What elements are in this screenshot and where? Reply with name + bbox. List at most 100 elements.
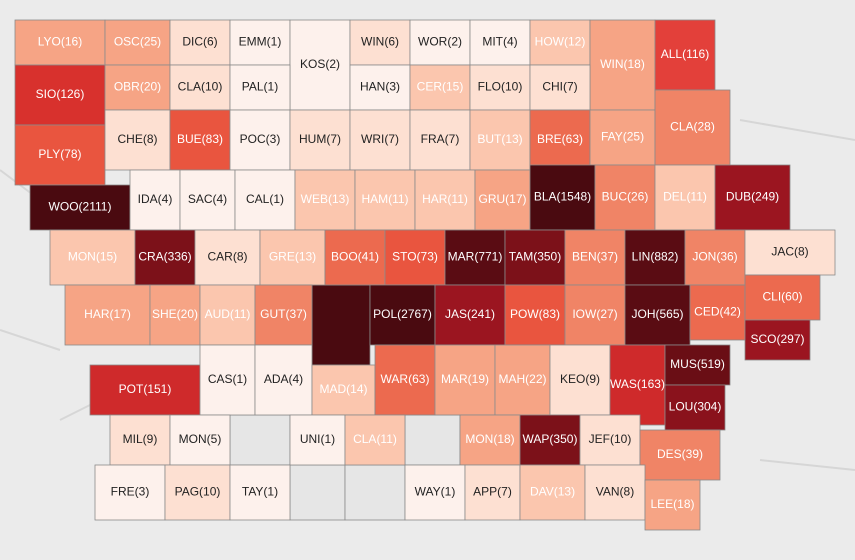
county-label: HAR(11) — [422, 192, 468, 206]
county — [469, 64, 531, 111]
county — [14, 124, 106, 186]
county-label: HOW(12) — [535, 35, 586, 49]
county — [199, 344, 256, 416]
county-label: OBR(20) — [114, 80, 161, 94]
county-label: BOO(41) — [331, 250, 379, 264]
county-label: CLA(10) — [178, 80, 223, 94]
county-label: JOH(565) — [631, 307, 683, 321]
county — [234, 169, 296, 231]
county-label: HAR(17) — [84, 307, 131, 321]
county — [169, 64, 231, 111]
county-label: FLO(10) — [478, 80, 523, 94]
county-label: LOU(304) — [669, 400, 722, 414]
county — [404, 464, 466, 521]
county-label: CLA(11) — [353, 432, 397, 446]
county — [169, 109, 231, 171]
county — [349, 64, 411, 111]
county — [289, 464, 346, 521]
county-label: MAD(14) — [319, 382, 367, 396]
county — [689, 284, 746, 341]
county-label: LEE(18) — [650, 497, 694, 511]
county — [259, 229, 326, 286]
county-label: POC(3) — [240, 132, 281, 146]
county — [529, 19, 591, 66]
county — [664, 344, 731, 386]
county-label: KOS(2) — [300, 57, 340, 71]
county-label: MAH(22) — [498, 372, 546, 386]
county — [94, 464, 166, 521]
county — [434, 344, 496, 416]
county-label: CHI(7) — [542, 80, 577, 94]
county-label: WAR(63) — [381, 372, 430, 386]
county-label: DIC(6) — [182, 35, 217, 49]
county-label: JAS(241) — [445, 307, 495, 321]
county — [504, 284, 566, 346]
county — [409, 64, 471, 111]
county-label: WAP(350) — [523, 432, 578, 446]
county-label: CED(42) — [694, 305, 741, 319]
county-label: TAM(350) — [509, 250, 561, 264]
county-label: CLA(28) — [670, 120, 715, 134]
county — [289, 109, 351, 171]
county-label: FAY(25) — [601, 130, 644, 144]
county — [529, 64, 591, 111]
county-label: SCO(297) — [750, 332, 804, 346]
county-label: OSC(25) — [114, 35, 161, 49]
county-label: BUE(83) — [177, 132, 223, 146]
county-label: WOO(2111) — [49, 200, 112, 214]
county-label: HAM(11) — [361, 192, 408, 206]
county-label: POL(2767) — [373, 307, 432, 321]
county — [344, 414, 406, 466]
county-label: PAG(10) — [175, 485, 221, 499]
county-label: MAR(19) — [441, 372, 489, 386]
county — [179, 169, 236, 231]
county-label: LIN(882) — [632, 250, 679, 264]
county — [311, 364, 376, 416]
county-label: MON(18) — [465, 432, 514, 446]
county — [459, 414, 521, 466]
county-label: ADA(4) — [264, 372, 303, 386]
county-label: CER(15) — [417, 80, 464, 94]
county-label: STO(73) — [392, 250, 438, 264]
county — [384, 229, 446, 286]
county — [229, 414, 291, 466]
county — [289, 414, 346, 466]
county-label: HAN(3) — [360, 80, 400, 94]
county-label: WEB(13) — [301, 192, 350, 206]
county — [349, 109, 411, 171]
county-label: CAS(1) — [208, 372, 247, 386]
county-label: CHE(8) — [117, 132, 157, 146]
county — [624, 229, 686, 286]
county-label: IOW(27) — [572, 307, 617, 321]
county — [229, 109, 291, 171]
county — [519, 414, 581, 466]
county — [29, 184, 131, 231]
county-label: VAN(8) — [596, 485, 634, 499]
county-label: JAC(8) — [771, 245, 808, 259]
county — [579, 414, 641, 466]
county-label: CRA(336) — [138, 250, 191, 264]
county — [14, 19, 106, 66]
county — [49, 229, 136, 286]
county-label: DAV(13) — [530, 485, 575, 499]
county — [744, 274, 821, 321]
county-label: GUT(37) — [260, 307, 307, 321]
county — [149, 284, 201, 346]
county — [744, 319, 811, 361]
county-label: POT(151) — [119, 382, 172, 396]
county-label: WIN(18) — [600, 57, 645, 71]
county-label: AUD(11) — [205, 307, 251, 321]
county — [494, 344, 551, 416]
county — [469, 19, 531, 66]
county — [324, 229, 386, 286]
county-label: GRE(13) — [269, 250, 316, 264]
county — [409, 19, 471, 66]
county-label: PLY(78) — [38, 147, 81, 161]
county-label: DUB(249) — [726, 190, 779, 204]
county — [654, 89, 731, 166]
county-label: EMM(1) — [239, 35, 282, 49]
county — [744, 229, 836, 276]
county-label: DEL(11) — [663, 190, 707, 204]
county — [169, 414, 231, 466]
